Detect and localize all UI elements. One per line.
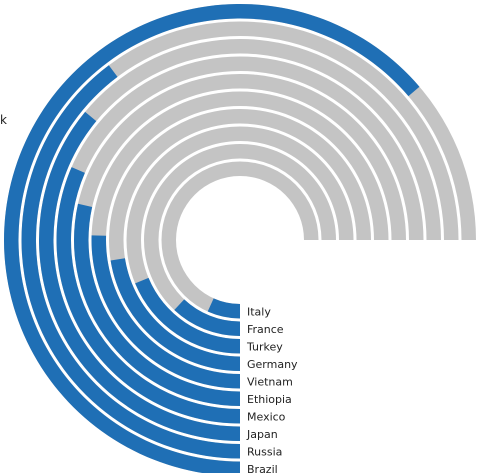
category-label-france: France xyxy=(247,323,284,336)
edge-label: k xyxy=(0,113,7,127)
category-label-germany: Germany xyxy=(247,358,298,371)
bar-italy xyxy=(208,298,240,318)
category-label-turkey: Turkey xyxy=(246,340,283,353)
category-label-ethiopia: Ethiopia xyxy=(247,393,292,406)
category-label-vietnam: Vietnam xyxy=(247,375,293,388)
category-label-italy: Italy xyxy=(247,305,271,318)
category-label-russia: Russia xyxy=(247,445,282,458)
category-label-japan: Japan xyxy=(246,428,278,441)
category-label-mexico: Mexico xyxy=(247,410,286,423)
category-label-brazil: Brazil xyxy=(247,463,278,473)
labels-group: Italy France Turkey Germany Vietnam Ethiopia M… xyxy=(246,305,298,473)
rings-group xyxy=(4,4,476,473)
